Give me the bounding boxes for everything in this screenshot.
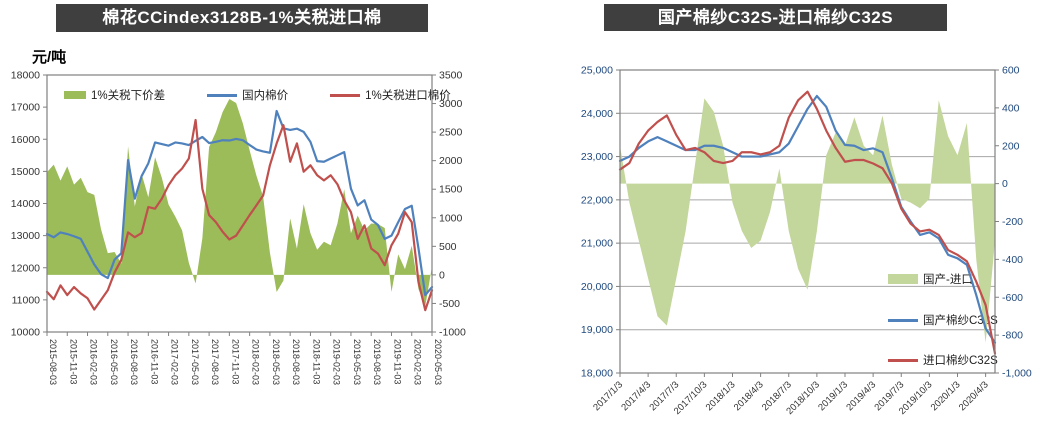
- y-right-tick-label: 200: [1002, 140, 1020, 152]
- y-right-tick-label: 0: [1002, 178, 1008, 190]
- y-right-tick-label: 0: [439, 269, 445, 281]
- y-right-tick-label: -500: [439, 298, 460, 310]
- left-chart-y-axis-unit: 元/吨: [32, 49, 67, 66]
- green-area-swatch-icon: [64, 91, 86, 99]
- y-left-tick-label: 14000: [11, 198, 40, 210]
- y-left-tick-label: 22,000: [581, 194, 613, 206]
- line-series-1: [618, 94, 997, 344]
- y-left-tick-label: 20,000: [581, 281, 613, 293]
- legend-label: 进口棉纱C32S: [923, 355, 998, 367]
- left-chart-legend: 1%关税下价差 国内棉价 1%关税进口棉价: [64, 87, 451, 103]
- y-right-tick-label: -600: [1002, 292, 1023, 304]
- legend-item-domestic-yarn: 国产棉纱C32S: [888, 312, 998, 328]
- right-chart-title: 国产棉纱C32S-进口棉纱C32S: [604, 4, 947, 31]
- red-line-swatch-icon: [888, 358, 918, 362]
- x-tick-label: 2019-11-03: [392, 339, 402, 384]
- y-left-tick-label: 11000: [12, 294, 41, 306]
- x-tick-label: 2020/1/3: [929, 379, 963, 413]
- y-right-tick-label: 3000: [439, 98, 463, 110]
- line-series-2: [618, 90, 997, 355]
- y-left-tick-label: 18000: [11, 70, 40, 82]
- y-left-tick-label: 13000: [11, 230, 40, 242]
- x-tick-label: 2020/4/3: [957, 379, 991, 413]
- x-tick-label: 2017-05-03: [190, 339, 200, 385]
- y-right-tick-label: -1,000: [1002, 368, 1032, 380]
- left-chart-panel: 棉花CCindex3128B-1%关税进口棉 元/吨 1%关税下价差 国内棉价 …: [11, 4, 466, 386]
- x-tick-label: 2019-08-03: [372, 339, 382, 385]
- y-right-tick-label: 3500: [439, 70, 463, 82]
- x-tick-label: 2018-08-03: [291, 339, 301, 385]
- y-left-tick-label: 19,000: [581, 324, 613, 336]
- x-tick-label: 2016-05-03: [109, 339, 119, 385]
- y-left-tick-label: 24,000: [581, 108, 613, 120]
- line-series-2: [45, 118, 434, 312]
- right-chart-plot: 25,000 24,000 23,000 22,000 21,000 20,000 19,0…: [581, 65, 1032, 418]
- y-right-tick-label: 1000: [439, 212, 463, 224]
- y-right-tick-label: 400: [1002, 102, 1020, 114]
- y-right-tick-label: -1000: [439, 327, 466, 339]
- legend-label: 国产-进口: [923, 274, 973, 286]
- y-left-tick-label: 25,000: [581, 65, 613, 77]
- right-chart-panel: 国产棉纱C32S-进口棉纱C32S 国产-进口 国产棉纱C32S 进口棉纱C32…: [560, 0, 1049, 433]
- legend-label: 国内棉价: [242, 90, 289, 102]
- x-tick-label: 2018/1/3: [704, 379, 738, 413]
- x-tick-label: 2016-02-03: [89, 339, 99, 385]
- legend-item-price-diff: 1%关税下价差: [64, 87, 165, 103]
- x-tick-label: 2019/4/3: [844, 379, 878, 413]
- y-right-tick-label: 2500: [439, 127, 463, 139]
- x-tick-label: 2018/4/3: [732, 379, 766, 413]
- y-left-tick-label: 17000: [11, 102, 40, 114]
- green-area-swatch-icon: [888, 274, 918, 284]
- y-left-tick-label: 12000: [11, 262, 40, 274]
- red-line-swatch-icon: [330, 93, 361, 97]
- y-right-tick-label: 600: [1002, 65, 1020, 77]
- y-left-tick-label: 10000: [11, 327, 40, 339]
- x-tick-label: 2017-02-03: [170, 339, 180, 385]
- y-left-tick-label: 16000: [11, 134, 40, 146]
- legend-label: 国产棉纱C32S: [923, 315, 998, 327]
- x-tick-label: 2017/4/3: [619, 379, 653, 413]
- y-right-tick-label: 500: [439, 241, 457, 253]
- y-right-tick-label: -200: [1002, 216, 1023, 228]
- x-tick-label: 2015-11-03: [68, 339, 78, 384]
- legend-item-import-cotton: 1%关税进口棉价: [330, 87, 451, 103]
- y-right-tick-label: -400: [1002, 254, 1023, 266]
- line-series-1: [45, 109, 434, 297]
- legend-label: 1%关税下价差: [91, 90, 166, 102]
- y-left-tick-label: 18,000: [581, 368, 613, 380]
- x-tick-label: 2020-05-03: [433, 339, 443, 385]
- x-tick-label: 2015-08-03: [48, 339, 58, 385]
- x-tick-label: 2019/1/3: [816, 379, 850, 413]
- y-left-tick-label: 21,000: [581, 238, 613, 250]
- left-chart-title: 棉花CCindex3128B-1%关税进口棉: [56, 4, 428, 32]
- x-tick-label: 2017/1/3: [591, 379, 625, 413]
- y-right-tick-label: 1500: [439, 184, 463, 196]
- legend-label: 1%关税进口棉价: [365, 90, 451, 102]
- y-left-tick-label: 23,000: [581, 151, 613, 163]
- legend-item-diff: 国产-进口: [888, 271, 973, 287]
- x-tick-label: 2018-02-03: [251, 339, 261, 385]
- legend-item-import-yarn: 进口棉纱C32S: [888, 352, 998, 368]
- left-chart-plot: 1800017000160001500014000130001200011000…: [11, 70, 466, 386]
- y-right-tick-label: -800: [1002, 330, 1023, 342]
- x-tick-label: 2018-11-03: [311, 339, 321, 384]
- blue-line-swatch-icon: [207, 93, 238, 97]
- x-tick-label: 2020-02-03: [413, 339, 423, 385]
- y-right-tick-label: 2000: [439, 155, 463, 167]
- area-series-0: [47, 98, 432, 307]
- y-left-tick-label: 15000: [11, 166, 40, 178]
- legend-item-domestic-cotton: 国内棉价: [207, 87, 288, 103]
- blue-line-swatch-icon: [888, 318, 918, 322]
- x-tick-label: 2018-05-03: [271, 339, 281, 385]
- x-tick-label: 2016-11-03: [149, 339, 159, 384]
- x-tick-label: 2019-02-03: [332, 339, 342, 385]
- x-tick-label: 2016-08-03: [129, 339, 139, 385]
- x-tick-label: 2017-08-03: [210, 339, 220, 385]
- x-tick-label: 2019-05-03: [352, 339, 362, 385]
- x-tick-label: 2017-11-03: [230, 339, 240, 384]
